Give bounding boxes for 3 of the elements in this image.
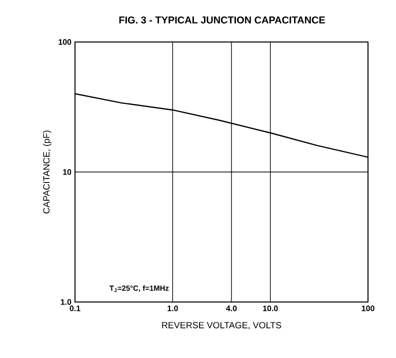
chart-title: FIG. 3 - TYPICAL JUNCTION CAPACITANCE xyxy=(119,16,325,24)
y-axis-title: CAPACITANCE, (pF) xyxy=(42,130,52,214)
x-axis-title: REVERSE VOLTAGE, VOLTS xyxy=(162,322,282,330)
